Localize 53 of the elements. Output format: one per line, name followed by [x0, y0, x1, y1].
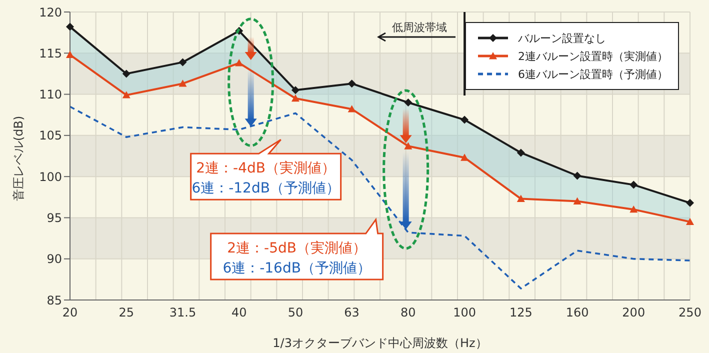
annotation: 2連：-5dB（実測値）	[227, 240, 367, 257]
point	[686, 218, 694, 226]
point	[516, 194, 525, 202]
point	[235, 59, 244, 66]
point	[178, 58, 187, 66]
y-tick-label: 115	[39, 46, 62, 60]
x-tick-label: 25	[118, 306, 134, 320]
ref-line-label: 低周波帯域	[392, 21, 447, 34]
point	[516, 148, 525, 157]
point	[630, 205, 638, 213]
point	[686, 198, 694, 207]
y-tick-label: 120	[39, 5, 62, 20]
y-tick-label: 90	[46, 252, 62, 266]
x-axis-title: 1/3オクターブバンド中心周波数（Hz）	[272, 336, 488, 350]
point	[66, 50, 74, 58]
annotation: 2連：-4dB（実測値）	[196, 160, 336, 177]
y-tick-label: 85	[46, 293, 62, 308]
x-tick-label: 20	[62, 306, 78, 320]
x-tick-label: 250	[678, 306, 702, 320]
point	[404, 142, 412, 150]
annotation: 6連：-16dB（予測値）	[222, 260, 371, 277]
point	[122, 91, 130, 98]
y-tick-label: 110	[39, 88, 62, 102]
x-tick-label: 160	[566, 306, 589, 320]
y-tick-label: 100	[39, 170, 62, 184]
legend-label: 6連バルーン設置時（予測値）	[518, 66, 668, 82]
x-tick-label: 50	[288, 306, 304, 320]
x-tick-label: 40	[231, 306, 247, 320]
point	[573, 197, 582, 204]
point	[178, 80, 187, 87]
point	[630, 180, 638, 189]
y-tick-label: 95	[46, 210, 62, 225]
point	[291, 86, 300, 94]
legend-label: バルーン設置なし	[518, 30, 606, 46]
point	[460, 116, 469, 124]
line-series	[69, 106, 691, 290]
point	[348, 105, 356, 112]
point	[291, 94, 300, 102]
y-axis-title: 音圧レベル(dB)	[11, 116, 26, 201]
point	[404, 98, 412, 107]
y-tick-label: 105	[39, 128, 62, 143]
point	[348, 80, 356, 88]
legend-label: 2連バルーン設置時（実測値）	[518, 48, 668, 64]
x-tick-label: 200	[622, 306, 646, 320]
x-tick-label: 100	[453, 306, 476, 320]
x-tick-label: 63	[344, 306, 360, 320]
point	[573, 172, 582, 180]
point	[122, 70, 130, 78]
x-tick-label: 31.5	[169, 306, 196, 320]
annotation: 6連：-12dB（予測値）	[192, 180, 340, 197]
point	[66, 22, 74, 31]
x-tick-label: 125	[509, 306, 532, 320]
x-tick-label: 80	[400, 306, 416, 320]
